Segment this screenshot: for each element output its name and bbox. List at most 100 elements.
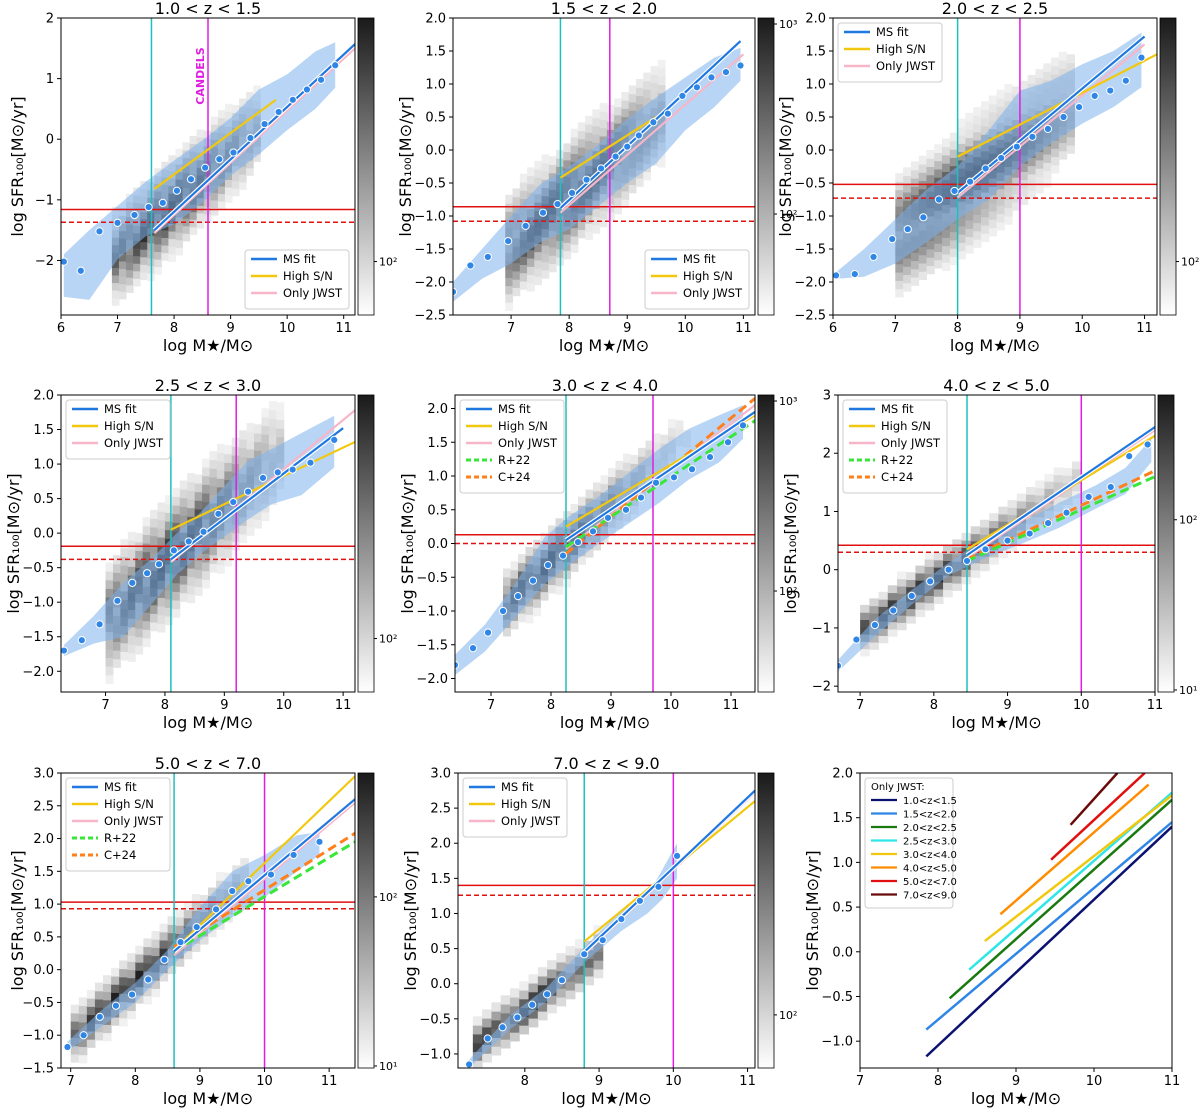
median-point	[128, 578, 137, 587]
legend-label: R+22	[104, 831, 136, 845]
density-cell	[167, 965, 177, 975]
median-point	[113, 218, 122, 227]
density-cell	[1062, 475, 1073, 484]
density-cell	[895, 189, 904, 199]
density-cell	[660, 434, 669, 444]
density-cell	[942, 138, 951, 148]
density-cell	[126, 284, 134, 293]
y-axis-label: log SFR₁₀₀[M⊙/yr]	[398, 473, 417, 613]
median-points	[63, 837, 324, 1052]
density-cell	[240, 858, 249, 867]
panel-5: 7 8 9 10 11 −2.0 −1.5 −1.0 −0.5 0.0 0.5 1.0 1.5 2.0 lo…	[398, 376, 797, 732]
density-cell	[565, 981, 576, 991]
density-cell	[988, 112, 998, 121]
y-tick-label: −2.0	[414, 276, 446, 291]
density-cell	[942, 229, 951, 238]
density-cell	[112, 658, 121, 668]
density-cell	[1035, 77, 1044, 87]
median-point	[504, 236, 513, 246]
density-cell	[1027, 182, 1036, 191]
density-cell	[592, 117, 601, 127]
density-cell	[623, 462, 631, 472]
median-point	[580, 950, 589, 959]
density-cell	[541, 154, 550, 164]
density-cell	[570, 503, 579, 513]
density-cell	[194, 483, 203, 493]
density-cell	[1058, 51, 1068, 61]
scatter-band	[838, 438, 1152, 672]
x-tick-label: 10	[663, 698, 680, 713]
median-point	[603, 513, 613, 522]
density-cell	[210, 207, 219, 216]
y-tick-label: −0.5	[22, 996, 54, 1011]
legend: MS fit High S/N Only JWST R+22 C+24	[65, 777, 171, 872]
density-cell	[224, 462, 233, 472]
density-cell	[268, 409, 277, 419]
density-cell	[1051, 74, 1060, 83]
median-point	[315, 837, 324, 846]
density-cell	[1019, 187, 1029, 197]
density-cell	[189, 211, 198, 220]
density-cell	[592, 208, 601, 218]
density-cell	[164, 521, 173, 531]
density-cell	[635, 87, 644, 97]
density-cell	[563, 570, 571, 580]
density-cell	[657, 67, 666, 77]
density-cell	[534, 251, 543, 261]
density-cell	[157, 528, 166, 538]
density-cell	[175, 958, 185, 967]
density-cell	[996, 213, 1005, 223]
density-cell	[548, 263, 557, 273]
density-cell	[926, 249, 935, 258]
median-point	[95, 227, 104, 236]
density-cell	[239, 174, 247, 183]
density-cell	[135, 559, 144, 569]
density-cell	[103, 975, 112, 984]
density-cell	[518, 554, 526, 564]
density-cell	[1004, 199, 1013, 209]
density-cell	[1043, 71, 1052, 81]
density-cell	[534, 276, 543, 286]
density-cell	[216, 452, 225, 462]
density-cell	[910, 186, 920, 196]
median-point	[558, 551, 568, 560]
legend-label: 1.0<z<1.5	[903, 796, 957, 807]
density-cell	[1044, 488, 1055, 497]
density-cell	[934, 144, 943, 153]
density-cell	[565, 954, 576, 965]
colorbar-tick-label: 10²	[779, 1009, 797, 1022]
y-tick-label: 0.5	[832, 901, 853, 916]
density-cell	[650, 82, 659, 92]
density-cell	[541, 253, 550, 263]
density-cell	[224, 194, 233, 203]
median-point	[513, 592, 523, 601]
legend-label: 7.0<z<9.0	[903, 891, 957, 902]
y-tick-label: −1.5	[794, 243, 826, 258]
density-cell	[623, 453, 631, 463]
median-point	[160, 955, 169, 964]
density-cell	[196, 129, 205, 138]
density-cell	[942, 163, 951, 172]
density-cell	[135, 645, 144, 655]
density-cell	[187, 473, 196, 483]
density-cell	[482, 1053, 492, 1063]
density-cell	[887, 592, 898, 601]
axis-ticks: 7 8 9 10 11 −2.0 −1.5 −1.0 −0.5 0.0 0.5 1.0 1.5 2.0	[22, 389, 351, 714]
density-cell	[519, 256, 528, 266]
median-point	[736, 61, 745, 70]
median-point	[1125, 452, 1134, 461]
density-cell	[1027, 190, 1036, 200]
density-cell	[630, 463, 639, 473]
density-cell	[127, 969, 136, 979]
plot-area	[925, 773, 1172, 1058]
density-cell	[142, 612, 151, 622]
density-cell	[592, 224, 601, 234]
median-point	[651, 478, 661, 487]
density-cell	[172, 574, 181, 584]
axis-ticks: 8 9 10 11 −1.0 −0.5 0.0 0.5 1.0 1.5 2.0 2.5 3.0	[419, 767, 755, 1090]
density-cell	[224, 111, 233, 120]
density-cell	[1016, 493, 1027, 502]
density-cell	[70, 1021, 80, 1030]
density-cell	[150, 613, 159, 623]
